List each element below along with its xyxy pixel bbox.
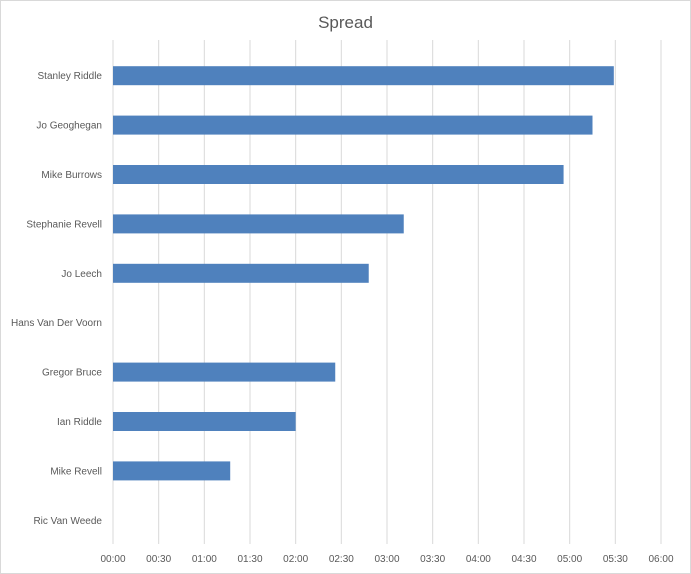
x-tick-label: 04:00 [466,554,491,565]
category-label: Jo Geoghegan [36,121,102,132]
x-tick-label: 02:30 [329,554,354,565]
bar [113,115,593,135]
category-label: Mike Burrows [41,170,102,181]
x-tick-label: 04:30 [511,554,536,565]
category-label: Jo Leech [61,269,102,280]
x-tick-label: 01:00 [192,554,217,565]
x-tick-label: 00:00 [100,554,125,565]
x-tick-label: 06:00 [648,554,673,565]
category-label: Mike Revell [50,466,102,477]
bar [113,263,369,283]
bar [113,362,336,382]
chart-title: Spread [318,13,373,32]
x-tick-label: 00:30 [146,554,171,565]
category-label: Ian Riddle [57,417,102,428]
bar [113,165,564,184]
category-label: Ric Van Weede [33,516,102,527]
x-tick-label: 03:30 [420,554,445,565]
x-tick-label: 03:00 [374,554,399,565]
category-label: Hans Van Der Voorn [11,318,102,329]
category-label: Gregor Bruce [42,368,102,379]
x-tick-label: 01:30 [237,554,262,565]
category-label: Stanley Riddle [38,71,103,82]
x-tick-label: 05:30 [603,554,628,565]
bar [113,66,614,86]
category-label: Stephanie Revell [26,219,102,230]
bar [113,461,231,481]
bar [113,214,404,234]
x-tick-label: 05:00 [557,554,582,565]
bar [113,412,296,431]
x-tick-label: 02:00 [283,554,308,565]
